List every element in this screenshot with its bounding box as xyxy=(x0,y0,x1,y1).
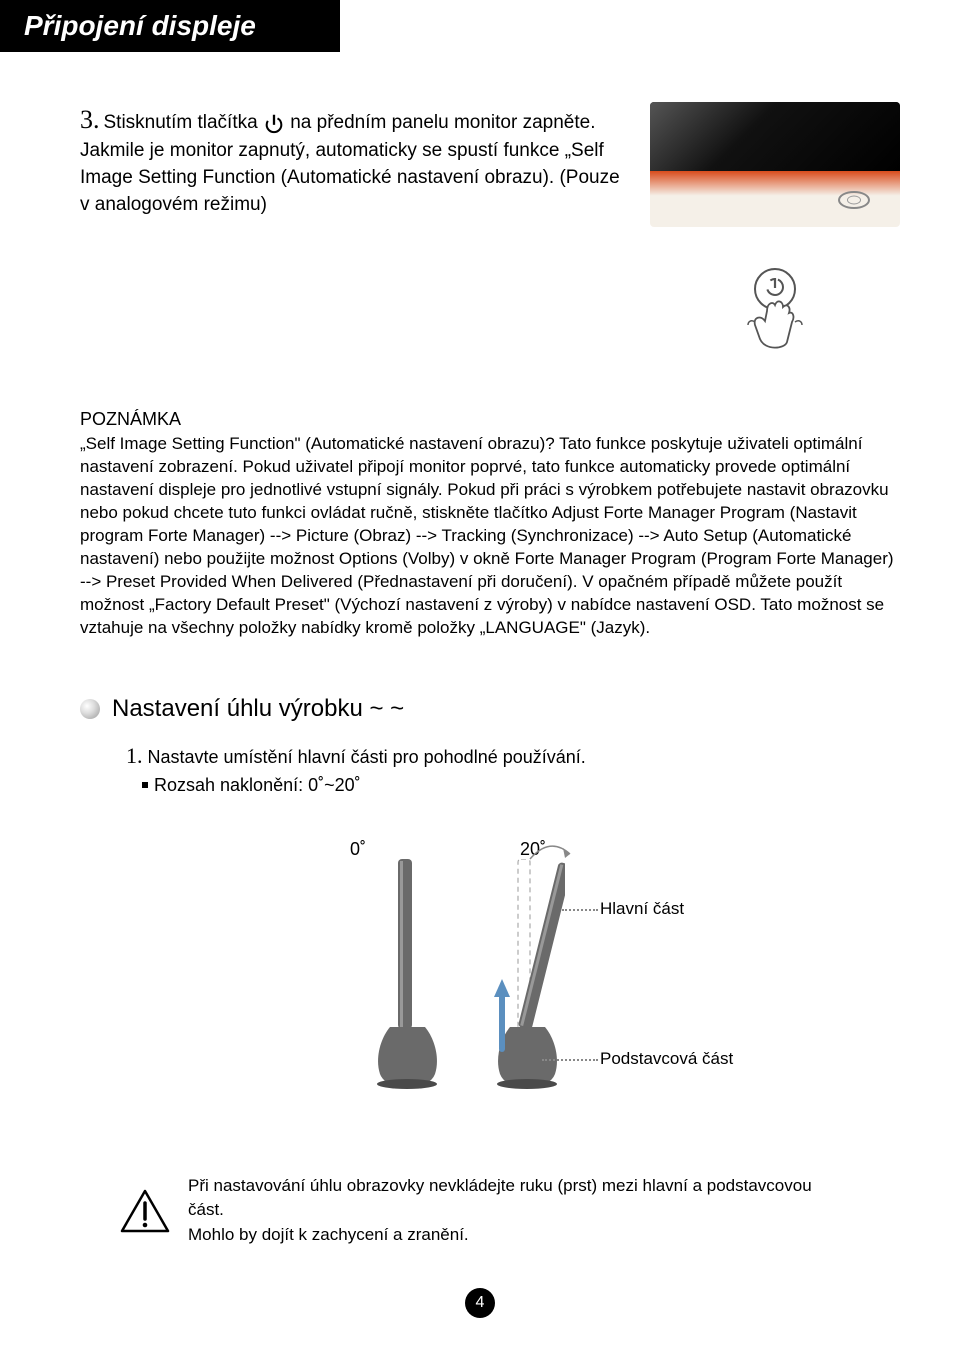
hand-press-illustration xyxy=(715,267,835,357)
tilt-0-label: 0˚ xyxy=(350,839,366,860)
substep-number: 1. xyxy=(126,743,143,768)
page-number: 4 xyxy=(465,1288,495,1318)
document-page: Připojení displeje 3.Stisknutím tlačítka… xyxy=(0,0,960,1358)
step3-before: Stisknutím tlačítka xyxy=(104,112,263,133)
angle-substep: 1. Nastavte umístění hlavní části pro po… xyxy=(126,739,900,799)
angle-section-header: Nastavení úhlu výrobku ~ ~ xyxy=(80,695,900,723)
podst-leader xyxy=(542,1059,598,1061)
small-bullet-icon xyxy=(142,782,148,788)
page-header: Připojení displeje xyxy=(0,0,340,52)
hlavni-leader xyxy=(562,909,598,911)
tilt-diagram: 0˚ 20˚ xyxy=(240,839,740,1119)
podst-label: Podstavcová část xyxy=(600,1049,733,1069)
power-icon xyxy=(263,112,285,134)
content-area: 3.Stisknutím tlačítka na předním panelu … xyxy=(0,52,960,1248)
monitor-image xyxy=(650,102,900,227)
warning-row: Při nastavování úhlu obrazovky nevkládej… xyxy=(120,1174,900,1248)
warning-icon xyxy=(120,1189,170,1233)
step-3-text: 3.Stisknutím tlačítka na předním panelu … xyxy=(80,102,620,218)
angle-section-title: Nastavení úhlu výrobku ~ ~ xyxy=(112,695,404,723)
page-title: Připojení displeje xyxy=(24,10,316,42)
bullet-circle-icon xyxy=(80,699,100,719)
warning-line1: Při nastavování úhlu obrazovky nevkládej… xyxy=(188,1176,812,1220)
hlavni-label: Hlavní část xyxy=(600,899,684,919)
step-number: 3. xyxy=(80,105,100,134)
monitor-upright xyxy=(370,859,445,1089)
note-block: POZNÁMKA „Self Image Setting Function" (… xyxy=(80,407,900,640)
monitor-illustration xyxy=(650,102,900,357)
note-title: POZNÁMKA xyxy=(80,407,900,431)
monitor-button-ring xyxy=(838,191,870,209)
substep-text: Nastavte umístění hlavní části pro pohod… xyxy=(148,747,586,767)
range-label: Rozsah naklonění: 0˚~20˚ xyxy=(154,775,361,795)
note-body: „Self Image Setting Function" (Automatic… xyxy=(80,433,900,639)
warning-text: Při nastavování úhlu obrazovky nevkládej… xyxy=(188,1174,840,1248)
monitor-tilted xyxy=(490,859,565,1089)
warning-line2: Mohlo by dojít k zachycení a zranění. xyxy=(188,1225,469,1244)
step-3-row: 3.Stisknutím tlačítka na předním panelu … xyxy=(80,102,900,357)
